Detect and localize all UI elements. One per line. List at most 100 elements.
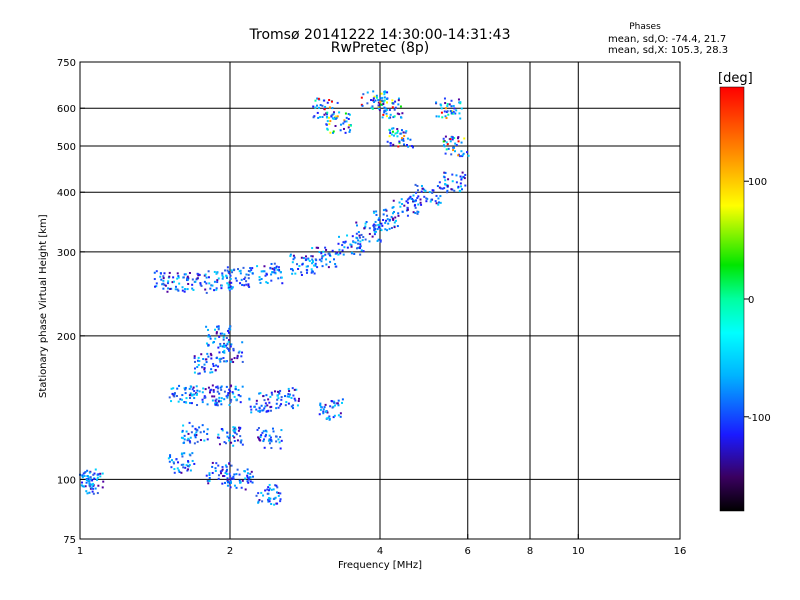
data-point bbox=[235, 279, 238, 282]
data-point bbox=[176, 387, 179, 390]
data-point bbox=[321, 104, 324, 107]
data-point bbox=[211, 371, 214, 374]
data-point bbox=[397, 212, 400, 215]
data-point bbox=[193, 355, 196, 358]
data-point bbox=[263, 270, 266, 273]
data-point bbox=[155, 285, 158, 288]
data-point bbox=[388, 109, 391, 112]
data-point bbox=[173, 280, 176, 283]
data-point bbox=[450, 188, 453, 191]
data-point bbox=[444, 179, 447, 182]
data-point bbox=[226, 396, 229, 399]
data-point bbox=[459, 182, 462, 185]
data-point bbox=[199, 439, 202, 442]
data-point bbox=[257, 436, 260, 439]
data-point bbox=[375, 96, 378, 99]
data-point bbox=[198, 426, 201, 429]
data-point bbox=[296, 404, 299, 407]
data-point bbox=[286, 395, 289, 398]
data-point bbox=[229, 360, 232, 363]
data-point bbox=[455, 109, 458, 112]
data-point bbox=[272, 430, 275, 433]
data-point bbox=[288, 395, 291, 398]
data-point bbox=[191, 287, 194, 290]
data-point bbox=[93, 472, 96, 475]
data-point bbox=[381, 224, 384, 227]
data-point bbox=[215, 332, 218, 335]
data-point bbox=[220, 472, 223, 475]
data-point bbox=[391, 127, 394, 130]
data-point bbox=[272, 488, 275, 491]
data-point bbox=[214, 402, 217, 405]
data-point bbox=[232, 392, 235, 395]
data-point bbox=[215, 386, 218, 389]
data-point bbox=[316, 97, 319, 100]
data-point bbox=[327, 252, 330, 255]
data-point bbox=[226, 431, 229, 434]
data-point bbox=[91, 483, 94, 486]
data-point bbox=[162, 279, 165, 282]
data-point bbox=[234, 388, 237, 391]
data-point bbox=[187, 461, 190, 464]
data-point bbox=[341, 244, 344, 247]
data-point bbox=[394, 100, 397, 103]
data-point bbox=[226, 484, 229, 487]
data-point bbox=[239, 426, 242, 429]
data-point bbox=[398, 141, 401, 144]
data-point bbox=[260, 404, 263, 407]
data-point bbox=[215, 272, 218, 275]
data-point bbox=[320, 257, 323, 260]
data-point bbox=[279, 447, 282, 450]
data-point bbox=[228, 327, 231, 330]
data-point bbox=[416, 189, 419, 192]
data-point bbox=[274, 496, 277, 499]
data-point bbox=[223, 390, 226, 393]
data-point bbox=[204, 288, 207, 291]
data-point bbox=[86, 475, 89, 478]
data-point bbox=[373, 223, 376, 226]
data-point bbox=[388, 218, 391, 221]
data-point bbox=[300, 273, 303, 276]
data-point bbox=[97, 473, 100, 476]
data-point bbox=[290, 396, 293, 399]
data-point bbox=[269, 406, 272, 409]
data-point bbox=[390, 215, 393, 218]
data-point bbox=[329, 120, 332, 123]
data-point bbox=[217, 400, 220, 403]
data-point bbox=[215, 462, 218, 465]
data-point bbox=[206, 352, 209, 355]
data-point bbox=[193, 390, 196, 393]
data-point bbox=[296, 263, 299, 266]
data-point bbox=[257, 427, 260, 430]
data-point bbox=[161, 283, 164, 286]
data-point bbox=[191, 425, 194, 428]
data-point bbox=[373, 226, 376, 229]
data-point bbox=[184, 273, 187, 276]
data-point bbox=[455, 174, 458, 177]
data-point bbox=[358, 247, 361, 250]
data-point bbox=[198, 360, 201, 363]
data-point bbox=[186, 277, 189, 280]
data-point bbox=[168, 275, 171, 278]
data-point bbox=[207, 270, 210, 273]
data-point bbox=[420, 190, 423, 193]
data-point bbox=[246, 480, 249, 483]
data-point bbox=[214, 469, 217, 472]
data-point bbox=[444, 135, 447, 138]
data-point bbox=[162, 277, 165, 280]
data-point bbox=[275, 402, 278, 405]
data-point bbox=[220, 397, 223, 400]
data-point bbox=[450, 153, 453, 156]
data-point bbox=[244, 488, 247, 491]
data-point bbox=[162, 287, 165, 290]
data-point bbox=[182, 276, 185, 279]
data-point bbox=[371, 107, 374, 110]
data-point bbox=[193, 397, 196, 400]
data-point bbox=[221, 465, 224, 468]
data-point bbox=[383, 99, 386, 102]
data-point bbox=[273, 271, 276, 274]
data-point bbox=[234, 428, 237, 431]
data-point bbox=[228, 390, 231, 393]
data-point bbox=[275, 440, 278, 443]
data-point bbox=[205, 358, 208, 361]
